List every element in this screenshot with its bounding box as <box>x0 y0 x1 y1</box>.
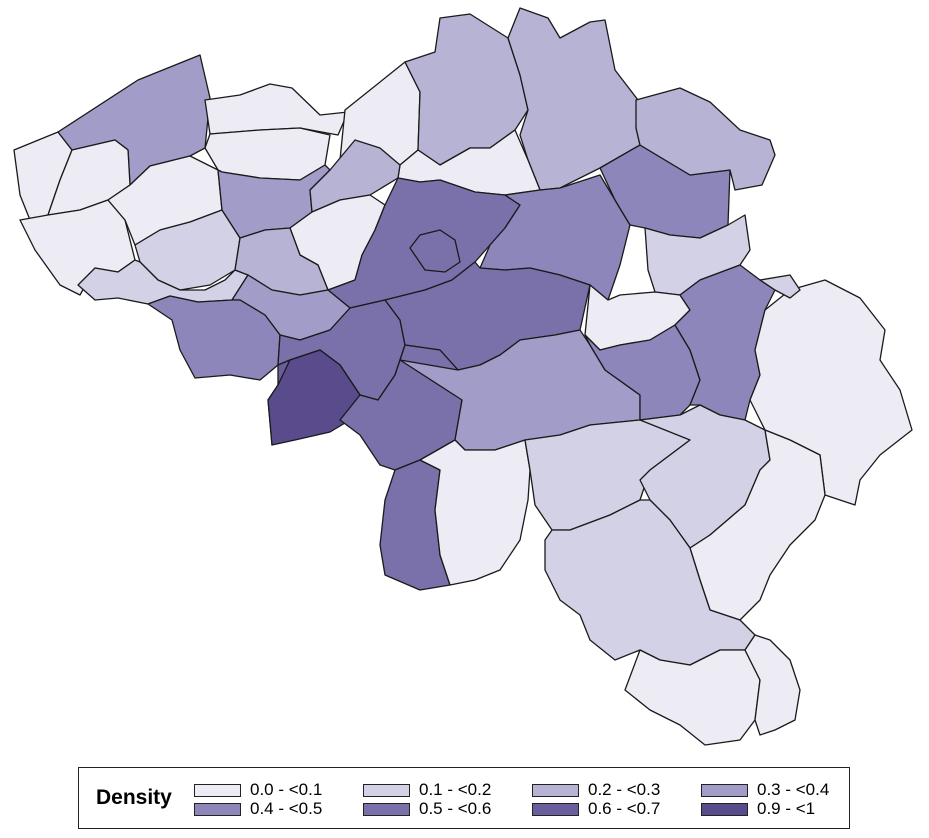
legend-swatch <box>701 802 748 816</box>
region-liege <box>674 264 776 421</box>
legend-label: 0.9 - <1 <box>757 799 816 818</box>
legend-label: 0.1 - <0.2 <box>419 780 492 799</box>
legend-label: 0.3 - <0.4 <box>757 780 830 799</box>
legend-title: Density <box>96 786 172 809</box>
legend-item: 0.0 - <0.1 <box>194 780 323 799</box>
legend-swatch <box>532 783 579 797</box>
legend-label: 0.5 - <0.6 <box>419 799 492 818</box>
legend-label: 0.4 - <0.5 <box>250 799 323 818</box>
legend-item: 0.4 - <0.5 <box>194 799 323 818</box>
region-brussel <box>409 229 461 273</box>
region-tongeren <box>644 214 751 296</box>
map-legend: Density 0.0 - <0.1 0.4 - <0.5 0.1 - <0.2… <box>78 767 850 829</box>
legend-swatch <box>363 783 410 797</box>
legend-label: 0.0 - <0.1 <box>250 780 323 799</box>
legend-item: 0.1 - <0.2 <box>363 780 492 799</box>
region-verviers <box>749 279 913 506</box>
region-virton <box>624 649 761 746</box>
legend-swatch <box>532 802 579 816</box>
legend-swatch <box>363 802 410 816</box>
region-brugge <box>204 83 349 136</box>
legend-item: 0.6 - <0.7 <box>532 799 661 818</box>
legend-label: 0.6 - <0.7 <box>588 799 661 818</box>
region-kortrijk <box>77 259 249 305</box>
region-philippeville <box>419 439 531 586</box>
legend-item: 0.2 - <0.3 <box>532 780 661 799</box>
legend-item: 0.3 - <0.4 <box>701 780 830 799</box>
legend-swatch <box>194 783 241 797</box>
legend-label: 0.2 - <0.3 <box>588 780 661 799</box>
region-arlon <box>744 634 801 736</box>
region-dendermonde <box>309 139 401 213</box>
region-voeren <box>759 274 801 299</box>
legend-item: 0.9 - <1 <box>701 799 816 818</box>
legend-item: 0.5 - <0.6 <box>363 799 492 818</box>
region-maaseik <box>635 87 776 191</box>
legend-swatch <box>194 802 241 816</box>
legend-swatch <box>701 783 748 797</box>
